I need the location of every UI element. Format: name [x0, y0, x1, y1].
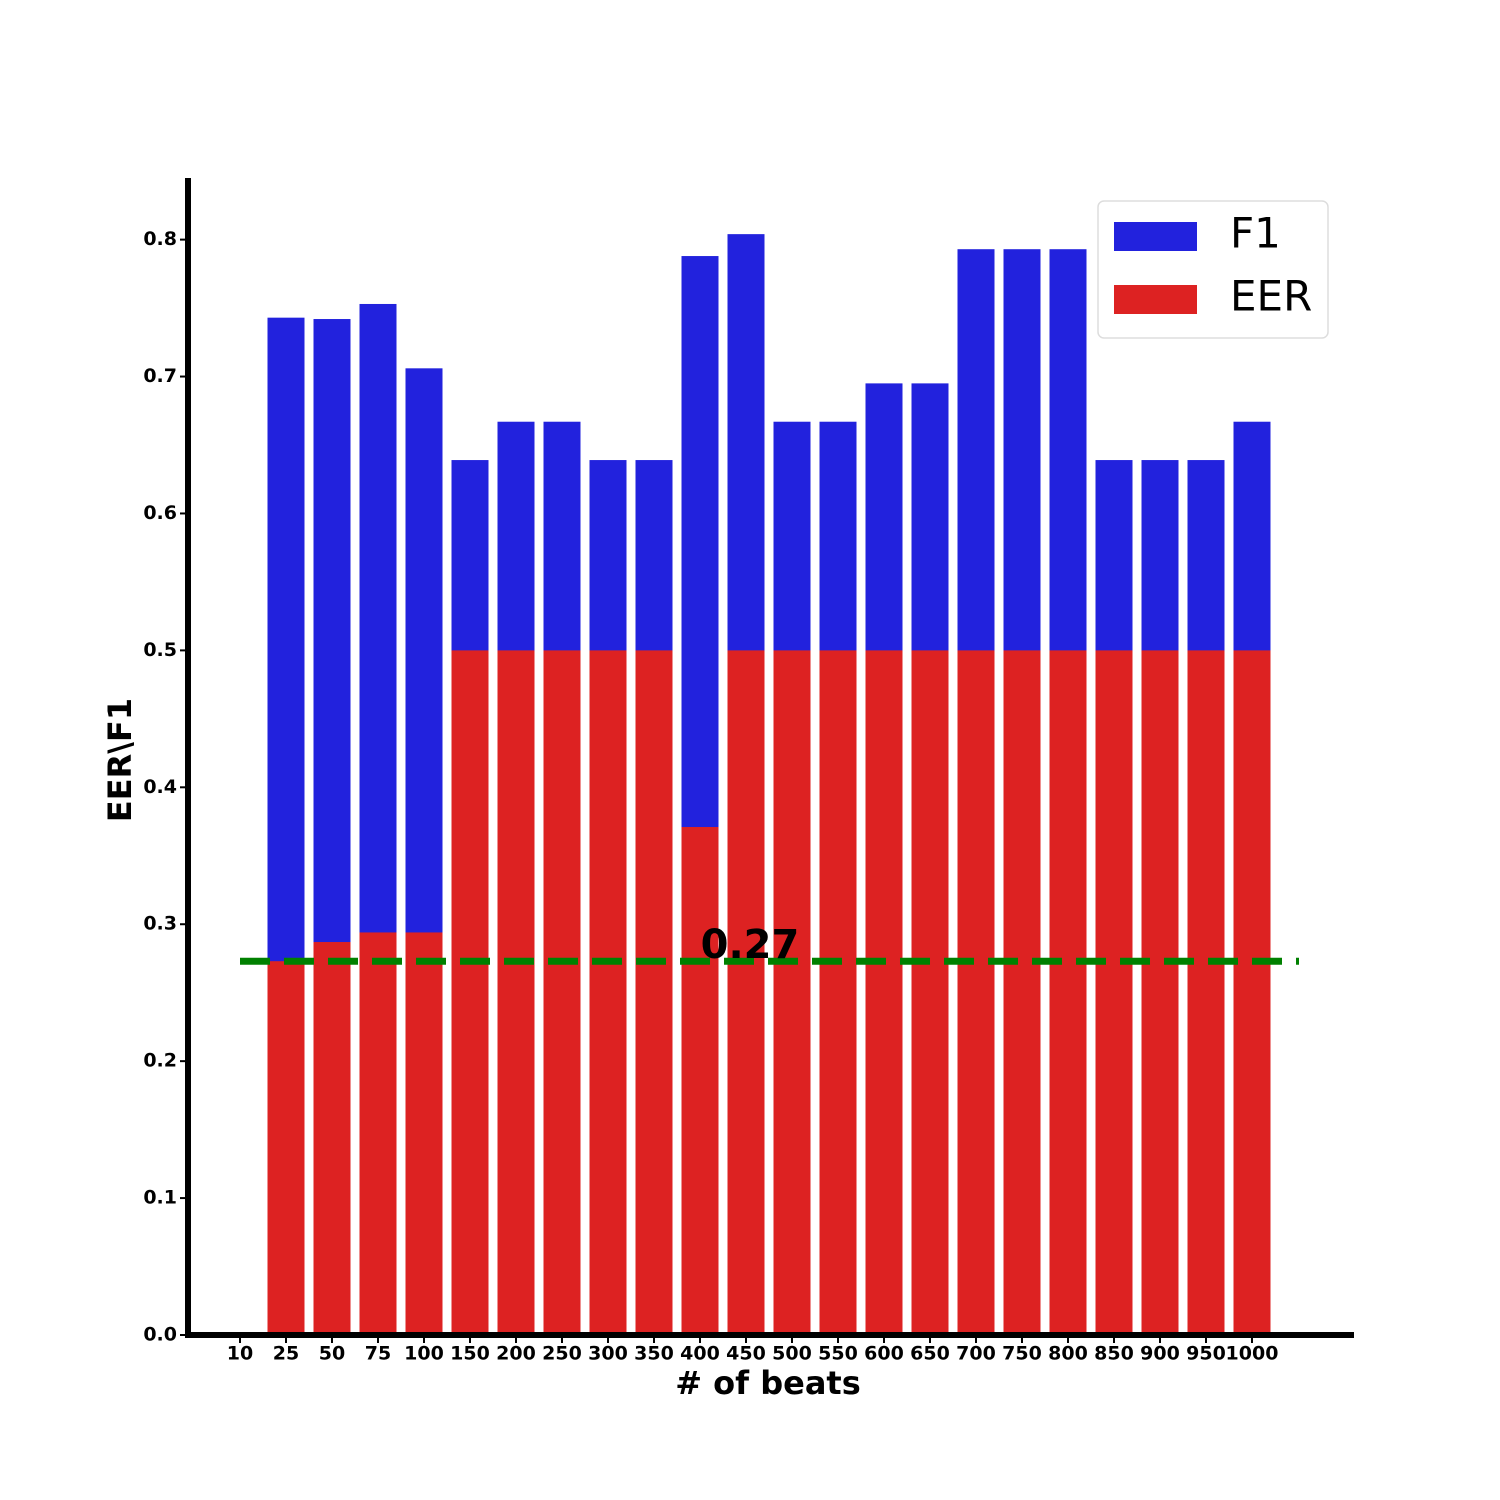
bar — [681, 827, 719, 1335]
x-tick-label: 750 — [1002, 1343, 1042, 1365]
x-tick-label: 600 — [864, 1343, 904, 1365]
x-tick-label: 900 — [1140, 1343, 1180, 1365]
x-tick-label: 50 — [319, 1343, 345, 1365]
plot-area — [267, 234, 1271, 1336]
legend-label: F1 — [1230, 209, 1281, 258]
x-tick-label: 300 — [588, 1343, 628, 1365]
bar — [865, 650, 903, 1335]
bar — [313, 942, 351, 1335]
x-tick-label: 950 — [1186, 1343, 1226, 1365]
bar — [727, 650, 765, 1335]
x-tick-label: 200 — [496, 1343, 536, 1365]
bar — [957, 650, 995, 1335]
y-tick-label: 0.4 — [143, 776, 177, 798]
x-tick-label: 650 — [910, 1343, 950, 1365]
x-tick-label: 800 — [1048, 1343, 1088, 1365]
x-tick-label: 500 — [772, 1343, 812, 1365]
legend-label: EER — [1230, 272, 1312, 321]
legend: F1 EER — [1097, 200, 1329, 339]
x-axis-label: # of beats — [675, 1364, 861, 1402]
bar — [911, 650, 949, 1335]
bar — [1095, 650, 1133, 1335]
bar — [1049, 650, 1087, 1335]
x-tick-label: 10 — [227, 1343, 253, 1365]
legend-swatch — [1114, 285, 1197, 314]
y-tick-label: 0.6 — [143, 502, 177, 524]
bar — [589, 650, 627, 1335]
x-tick-label: 250 — [542, 1343, 582, 1365]
bar — [1233, 650, 1271, 1335]
bar — [635, 650, 673, 1335]
bar — [451, 650, 489, 1335]
x-tick-label: 25 — [273, 1343, 299, 1365]
bar — [267, 961, 305, 1335]
y-tick-label: 0.7 — [143, 365, 177, 387]
x-tick-label: 75 — [365, 1343, 391, 1365]
legend-swatch — [1114, 222, 1197, 251]
bar — [405, 932, 443, 1335]
y-tick-label: 0.3 — [143, 913, 177, 935]
x-tick-label: 150 — [450, 1343, 490, 1365]
x-tick-label: 550 — [818, 1343, 858, 1365]
y-tick-label: 0.8 — [143, 228, 177, 250]
x-tick-label: 450 — [726, 1343, 766, 1365]
x-tick-label: 700 — [956, 1343, 996, 1365]
x-tick-label: 850 — [1094, 1343, 1134, 1365]
y-tick-label: 0.0 — [143, 1324, 177, 1346]
bar — [1187, 650, 1225, 1335]
bar — [819, 650, 857, 1335]
x-tick-label: 350 — [634, 1343, 674, 1365]
y-tick-label: 0.1 — [143, 1187, 177, 1209]
bar — [497, 650, 535, 1335]
x-tick-label: 1000 — [1226, 1343, 1279, 1365]
y-axis-label: EER\F1 — [101, 698, 139, 822]
bar — [1141, 650, 1179, 1335]
reference-label: 0.27 — [701, 922, 800, 968]
bar — [359, 932, 397, 1335]
y-tick-label: 0.5 — [143, 639, 177, 661]
x-tick-label: 400 — [680, 1343, 720, 1365]
bar — [773, 650, 811, 1335]
x-tick-label: 100 — [404, 1343, 444, 1365]
bar — [543, 650, 581, 1335]
bar — [1003, 650, 1041, 1335]
y-tick-label: 0.2 — [143, 1050, 177, 1072]
